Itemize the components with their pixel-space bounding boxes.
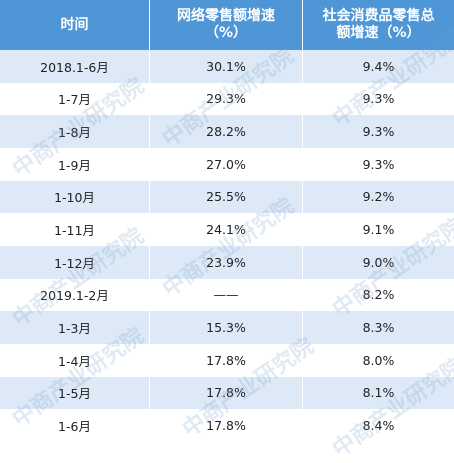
table-cell: 9.3% [362,156,395,172]
table-cell: 2018.1-6月 [0,50,150,83]
table-cell: 9.3% [362,91,395,107]
table-cell: 1-8月 [0,115,150,148]
table-cell: 8.4% [362,418,395,434]
table-cell: 9.4% [362,58,395,74]
header-row: 时间 网络零售额增速 （%） 社会消费品零售总 额增速（%） [0,0,454,50]
table-cell: 8.1% [362,385,395,401]
table-cell: 1-11月 [0,213,150,246]
table-cell: 15.3% [150,311,303,344]
table-row: 2018.1-6月 30.1% 9.4% [0,50,454,83]
table-cell: 1-6月 [0,409,150,442]
table-cell: 9.2% [362,189,395,205]
table-cell: 17.8% [150,376,303,410]
table-cell: 24.1% [150,213,303,246]
table-cell: 1-9月 [0,148,150,181]
table-cell: 1-4月 [0,344,150,377]
table-cell: 1-12月 [0,246,150,279]
header-text: 额增速（%） [336,25,421,41]
table-row: 1-7月 29.3% 9.3% [0,82,454,116]
table-cell: 1-5月 [0,376,150,410]
table-cell: 17.8% [150,344,303,377]
table-row: 1-10月 25.5% 9.2% [0,180,454,214]
table-row: 1-9月 27.0% 9.3% [0,148,454,181]
table-cell: 17.8% [150,409,303,442]
table-row: 2019.1-2月 —— 8.2% [0,278,454,312]
table-row: 1-8月 28.2% 9.3% [0,115,454,148]
table-cell: 2019.1-2月 [0,278,150,312]
table-row: 1-11月 24.1% 9.1% [0,213,454,246]
table-cell: 25.5% [150,180,303,214]
header-text: 网络零售额增速 [177,8,275,24]
table-cell: 1-3月 [0,311,150,344]
table-cell: 9.1% [362,222,395,238]
table-row: 1-3月 15.3% 8.3% [0,311,454,344]
table-cell: —— [150,278,303,312]
table-cell: 28.2% [150,115,303,148]
table-cell: 1-10月 [0,180,150,214]
table-cell: 9.3% [362,124,395,140]
header-text: 时间 [60,16,89,33]
table-cell: 27.0% [150,148,303,181]
table-cell: 9.0% [362,254,395,270]
header-cell: 社会消费品零售总 额增速（%） [303,0,454,50]
table: 时间 网络零售额增速 （%） 社会消费品零售总 额增速（%） 2018.1-6月 30.1%… [0,0,454,442]
table-cell: 23.9% [150,246,303,279]
header-cell: 网络零售额增速 （%） [150,0,303,50]
table-cell: 8.2% [362,287,395,303]
header-text: 社会消费品零售总 [322,8,435,24]
header-cell: 时间 [0,0,150,50]
table-cell: 29.3% [150,82,303,116]
table-row: 1-4月 17.8% 8.0% [0,344,454,377]
table-row: 1-6月 17.8% 8.4% [0,409,454,442]
table-row: 1-5月 17.8% 8.1% [0,376,454,410]
table-cell: 8.0% [362,352,395,368]
table-cell: 1-7月 [0,82,150,116]
table-row: 1-12月 23.9% 9.0% [0,246,454,279]
table-cell: 8.3% [362,320,395,336]
table-cell: 30.1% [150,50,303,83]
header-text: （%） [204,25,248,41]
